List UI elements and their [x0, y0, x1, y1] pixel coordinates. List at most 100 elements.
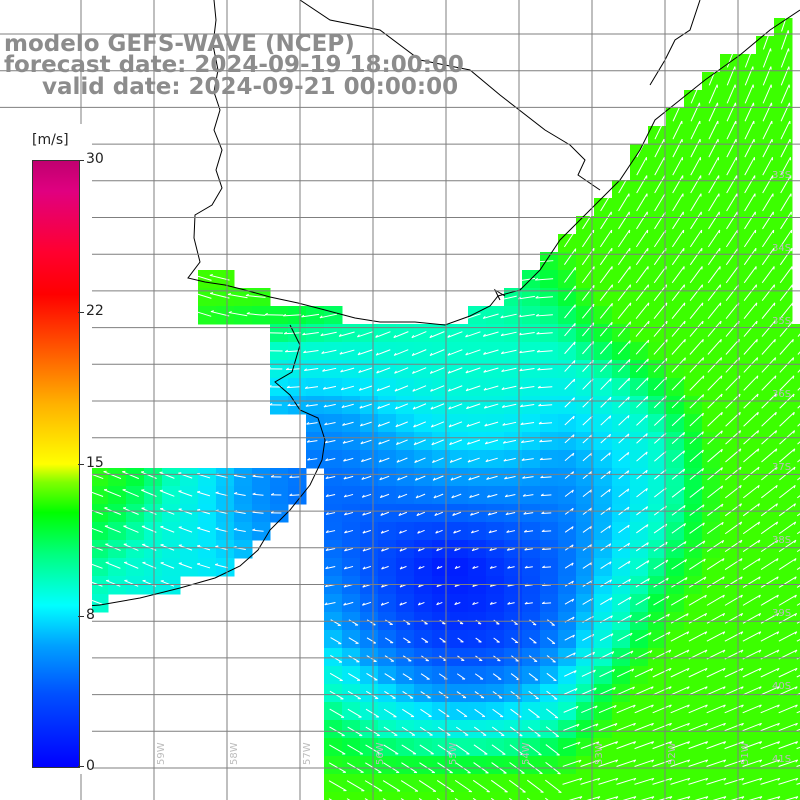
wind-cell — [468, 792, 487, 800]
wind-arrow-head — [687, 704, 690, 708]
wind-arrow — [343, 601, 354, 606]
wind-arrow-head — [791, 302, 794, 306]
wind-arrow — [653, 414, 667, 426]
wind-arrow — [582, 359, 594, 372]
wind-arrow — [598, 759, 618, 767]
wind-arrow — [505, 493, 516, 498]
colorbar-tickmark — [78, 616, 84, 617]
wind-arrow — [778, 631, 798, 642]
wind-arrow — [342, 439, 354, 444]
wind-arrow — [450, 475, 462, 481]
wind-arrow — [600, 470, 611, 480]
wind-arrow-head — [722, 558, 725, 562]
wind-arrow-head — [775, 430, 778, 434]
wind-cell — [378, 792, 397, 800]
wind-arrow — [743, 266, 757, 284]
wind-arrow — [635, 302, 650, 319]
wind-arrow-head — [592, 303, 595, 308]
wind-arrow-head — [795, 741, 799, 745]
wind-arrow — [192, 292, 212, 299]
wind-arrow — [766, 796, 781, 800]
wind-arrow-head — [573, 652, 576, 656]
wind-arrow — [377, 421, 390, 427]
wind-arrow — [105, 561, 121, 569]
wind-arrow — [325, 476, 336, 480]
wind-arrow — [486, 475, 498, 480]
colorbar-tickmark — [78, 312, 84, 313]
wind-arrow-head — [793, 466, 796, 471]
wind-arrow-head — [608, 543, 612, 547]
wind-arrow-head — [266, 348, 270, 352]
wind-arrow-head — [721, 485, 724, 489]
wind-arrow — [178, 526, 193, 533]
wind-arrow-head — [687, 722, 690, 726]
wind-arrow — [779, 266, 793, 284]
wind-arrow-head — [270, 493, 275, 496]
wind-cell — [792, 630, 800, 649]
wind-arrow-head — [647, 320, 650, 325]
wind-arrow — [103, 471, 122, 480]
wind-arrow-head — [399, 530, 402, 534]
wind-arrow — [726, 120, 737, 140]
wind-arrow — [689, 266, 703, 284]
wind-arrow — [762, 138, 773, 158]
wind-arrow — [123, 525, 139, 533]
wind-arrow — [654, 175, 666, 194]
wind-arrow — [484, 403, 499, 409]
wind-arrow-head — [741, 704, 744, 708]
wind-arrow — [466, 403, 481, 410]
wind-arrow-head — [215, 563, 219, 566]
wind-arrow-head — [741, 741, 745, 745]
wind-arrow-head — [775, 466, 778, 471]
wind-arrow — [563, 688, 578, 695]
wind-arrow-head — [325, 476, 329, 479]
wind-arrow — [762, 175, 774, 194]
wind-cell — [342, 792, 361, 800]
wind-arrow — [707, 503, 724, 517]
wind-arrow-head — [610, 340, 613, 345]
wind-arrow — [760, 576, 779, 588]
wind-arrow — [178, 562, 193, 569]
wind-arrow-head — [645, 470, 648, 474]
wind-arrow — [653, 266, 667, 284]
wind-arrow — [341, 403, 354, 409]
wind-arrow-head — [303, 350, 307, 354]
wind-arrow — [670, 631, 690, 642]
wind-arrow — [707, 521, 724, 535]
wind-arrow — [529, 619, 537, 626]
wind-arrow — [598, 723, 618, 732]
wind-arrow — [724, 686, 744, 696]
wind-arrow — [778, 503, 796, 517]
wind-cell — [792, 576, 800, 595]
wind-arrow — [780, 66, 790, 86]
wind-arrow — [672, 102, 682, 122]
wind-arrow — [580, 759, 600, 767]
wind-arrow-head — [704, 631, 708, 635]
wind-arrow-head — [628, 359, 631, 363]
wind-arrow-head — [773, 320, 776, 325]
wind-arrow — [707, 338, 722, 355]
wind-arrow-head — [776, 558, 779, 562]
wind-arrow — [252, 475, 264, 478]
wind-arrow-head — [701, 468, 704, 472]
wind-arrow — [394, 385, 409, 392]
wind-arrow — [599, 633, 614, 642]
wind-arrow — [617, 284, 631, 302]
wind-arrow — [616, 668, 634, 678]
wind-arrow — [599, 669, 615, 678]
wind-arrow — [725, 320, 740, 337]
wind-arrow — [547, 619, 555, 626]
wind-arrow-head — [434, 512, 438, 516]
wind-arrow — [563, 705, 579, 713]
wind-arrow-head — [704, 668, 708, 672]
lon-label: 52W — [667, 742, 678, 765]
wind-arrow-head — [739, 485, 742, 489]
wind-arrow — [528, 673, 539, 681]
wind-arrow-head — [325, 494, 329, 497]
wind-arrow — [411, 349, 427, 357]
wind-arrow-head — [628, 560, 631, 565]
wind-arrow — [500, 313, 517, 319]
wind-arrow-head — [381, 566, 384, 570]
wind-arrow — [215, 528, 228, 533]
wind-arrow-head — [794, 594, 797, 598]
